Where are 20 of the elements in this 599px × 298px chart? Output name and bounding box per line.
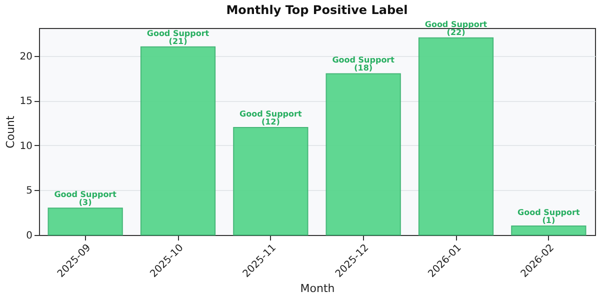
y-tick-label: 20 [20, 51, 32, 62]
bar [326, 73, 401, 236]
y-tick-label: 0 [26, 230, 32, 242]
x-axis-title: Month [300, 282, 335, 296]
y-tick-label: 15 [20, 96, 32, 108]
data-label: Good Support (1) [518, 208, 580, 226]
data-label: Good Support (18) [332, 56, 395, 73]
data-label: Good Support (12) [240, 109, 302, 126]
y-axis-title: Count [4, 114, 17, 148]
chart-title: Monthly Top Positive Label [226, 2, 408, 17]
data-label: Good Support (22) [424, 20, 488, 37]
bar [140, 46, 216, 236]
bar [418, 37, 494, 236]
bar [48, 208, 123, 236]
data-label: Good Support (21) [146, 28, 210, 46]
bar [233, 126, 308, 236]
y-tick-label: 5 [26, 186, 32, 197]
data-label: Good Support (3) [54, 190, 117, 208]
y-tick-label: 10 [20, 140, 32, 152]
bar [511, 226, 586, 236]
